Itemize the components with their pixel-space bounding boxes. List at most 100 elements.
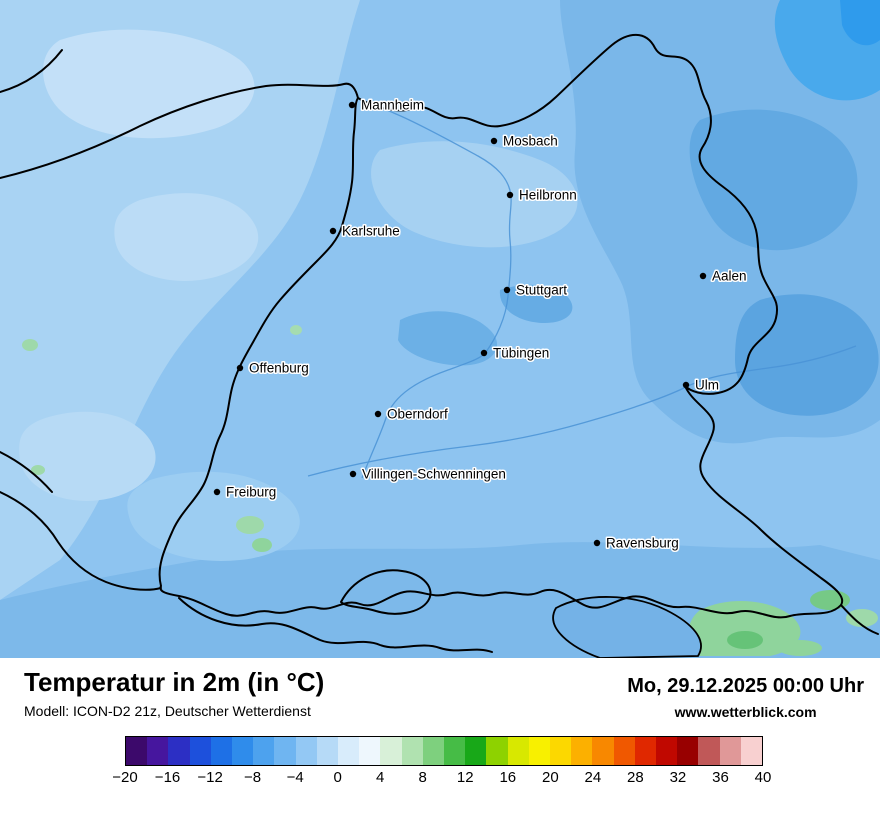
city-label: Stuttgart xyxy=(516,283,567,298)
city-dot xyxy=(699,272,707,280)
colorbar-tick-label: 20 xyxy=(541,769,559,786)
colorbar-segment xyxy=(528,737,551,765)
colorbar-segment xyxy=(613,737,635,765)
colorbar-segment xyxy=(274,737,296,765)
colorbar-tick-label: 4 xyxy=(376,769,385,786)
colorbar-tick-label: 36 xyxy=(712,769,729,786)
city-dot xyxy=(480,349,488,357)
city-label: Tübingen xyxy=(493,346,549,361)
footer-panel: Temperatur in 2m (in °C) Modell: ICON-D2… xyxy=(0,658,880,830)
colorbar-tick-label: 12 xyxy=(456,769,474,786)
colorbar-segment xyxy=(465,737,487,765)
city-label: Mannheim xyxy=(361,98,424,113)
colorbar-segment xyxy=(126,737,148,765)
colorbar-tick-label: 16 xyxy=(499,769,517,786)
city-marker: Oberndorf xyxy=(374,405,450,423)
colorbar-segment xyxy=(677,737,699,765)
city-dot xyxy=(236,364,244,372)
colorbar-segment xyxy=(422,737,445,765)
colorbar-tick-label: −16 xyxy=(154,769,181,786)
page-title: Temperatur in 2m (in °C) xyxy=(24,667,325,697)
colorbar-segment xyxy=(571,737,593,765)
colorbar-segment xyxy=(380,737,402,765)
lake-constance xyxy=(552,596,702,658)
temperature-shading xyxy=(0,0,880,658)
footer-header-row: Temperatur in 2m (in °C) Modell: ICON-D2… xyxy=(24,668,864,720)
colorbar-segment xyxy=(147,737,169,765)
city-dot xyxy=(374,410,382,418)
city-dot xyxy=(503,286,511,294)
colorbar-segment xyxy=(486,737,508,765)
city-label: Ravensburg xyxy=(606,536,679,551)
colorbar-segment xyxy=(656,737,678,765)
city-marker: Mosbach xyxy=(490,132,559,150)
colorbar-segment xyxy=(232,737,254,765)
city-label: Heilbronn xyxy=(519,188,577,203)
colorbar-tick-label: 8 xyxy=(418,769,427,786)
colorbar-tick-label: 32 xyxy=(669,769,687,786)
colorbar-segment xyxy=(592,737,614,765)
colorbar-segment xyxy=(338,737,360,765)
city-marker: Villingen-Schwenningen xyxy=(349,465,507,483)
city-layer: Mannheim Mosbach Heilbronn Karlsruhe Stuttga… xyxy=(213,96,748,552)
colorbar-tick-label: 24 xyxy=(584,769,602,786)
colorbar-segment xyxy=(359,737,381,765)
colorbar-segment xyxy=(253,737,275,765)
city-marker: Aalen xyxy=(699,267,748,285)
city-marker: Ulm xyxy=(682,376,721,394)
colorbar-segment xyxy=(507,737,529,765)
city-marker: Heilbronn xyxy=(506,186,578,204)
city-dot xyxy=(349,470,357,478)
colorbar-segment xyxy=(210,737,233,765)
colorbar-tick-label: 0 xyxy=(333,769,342,786)
colorbar-segment xyxy=(698,737,720,765)
model-info: Modell: ICON-D2 21z, Deutscher Wetterdie… xyxy=(24,702,311,719)
city-marker: Offenburg xyxy=(236,359,310,377)
colorbar-scale xyxy=(125,736,763,766)
city-marker: Karlsruhe xyxy=(329,222,401,240)
city-dot xyxy=(682,381,690,389)
colorbar-segment xyxy=(719,737,741,765)
website-label: www.wetterblick.com xyxy=(674,704,817,720)
datetime-label: Mo, 29.12.2025 00:00 Uhr xyxy=(627,675,864,697)
border-lines xyxy=(0,33,879,653)
city-dot xyxy=(213,488,221,496)
city-dot xyxy=(329,227,337,235)
city-dot xyxy=(348,101,356,109)
colorbar: −20 −16 −12 −8 −4 0 4 8 12 16 20 24 28 32 36 40 xyxy=(112,736,771,791)
city-label: Mosbach xyxy=(503,134,558,149)
colorbar-segment xyxy=(295,737,317,765)
city-label: Karlsruhe xyxy=(342,224,400,239)
colorbar-segment xyxy=(550,737,572,765)
colorbar-segment xyxy=(634,737,657,765)
city-label: Freiburg xyxy=(226,485,276,500)
colorbar-segment xyxy=(740,737,763,765)
city-label: Oberndorf xyxy=(387,407,448,422)
city-label: Aalen xyxy=(712,269,747,284)
map-canvas: Mannheim Mosbach Heilbronn Karlsruhe Stuttga… xyxy=(0,0,880,658)
colorbar-segment xyxy=(168,737,190,765)
colorbar-tick-label: −20 xyxy=(112,769,138,786)
colorbar-segment xyxy=(401,737,423,765)
city-dot xyxy=(490,137,498,145)
city-label: Offenburg xyxy=(249,361,309,376)
colorbar-tick-label: 28 xyxy=(627,769,644,786)
city-dot xyxy=(593,539,601,547)
city-marker: Stuttgart xyxy=(503,281,569,299)
city-dot xyxy=(506,191,514,199)
river-lines xyxy=(307,99,857,479)
colorbar-tick-row: −20 −16 −12 −8 −4 0 4 8 12 16 20 24 28 32 36 40 xyxy=(112,769,771,791)
city-marker: Mannheim xyxy=(348,96,426,114)
colorbar-segment xyxy=(444,737,466,765)
colorbar-tick-label: −8 xyxy=(244,769,262,786)
city-marker: Tübingen xyxy=(480,344,551,362)
city-marker: Ravensburg xyxy=(593,534,680,552)
colorbar-segment xyxy=(189,737,211,765)
city-label: Villingen-Schwenningen xyxy=(362,467,506,482)
colorbar-tick-label: 40 xyxy=(754,769,772,786)
city-marker: Freiburg xyxy=(213,483,278,501)
city-label: Ulm xyxy=(695,378,719,393)
colorbar-tick-label: −12 xyxy=(197,769,223,786)
colorbar-segment xyxy=(316,737,339,765)
